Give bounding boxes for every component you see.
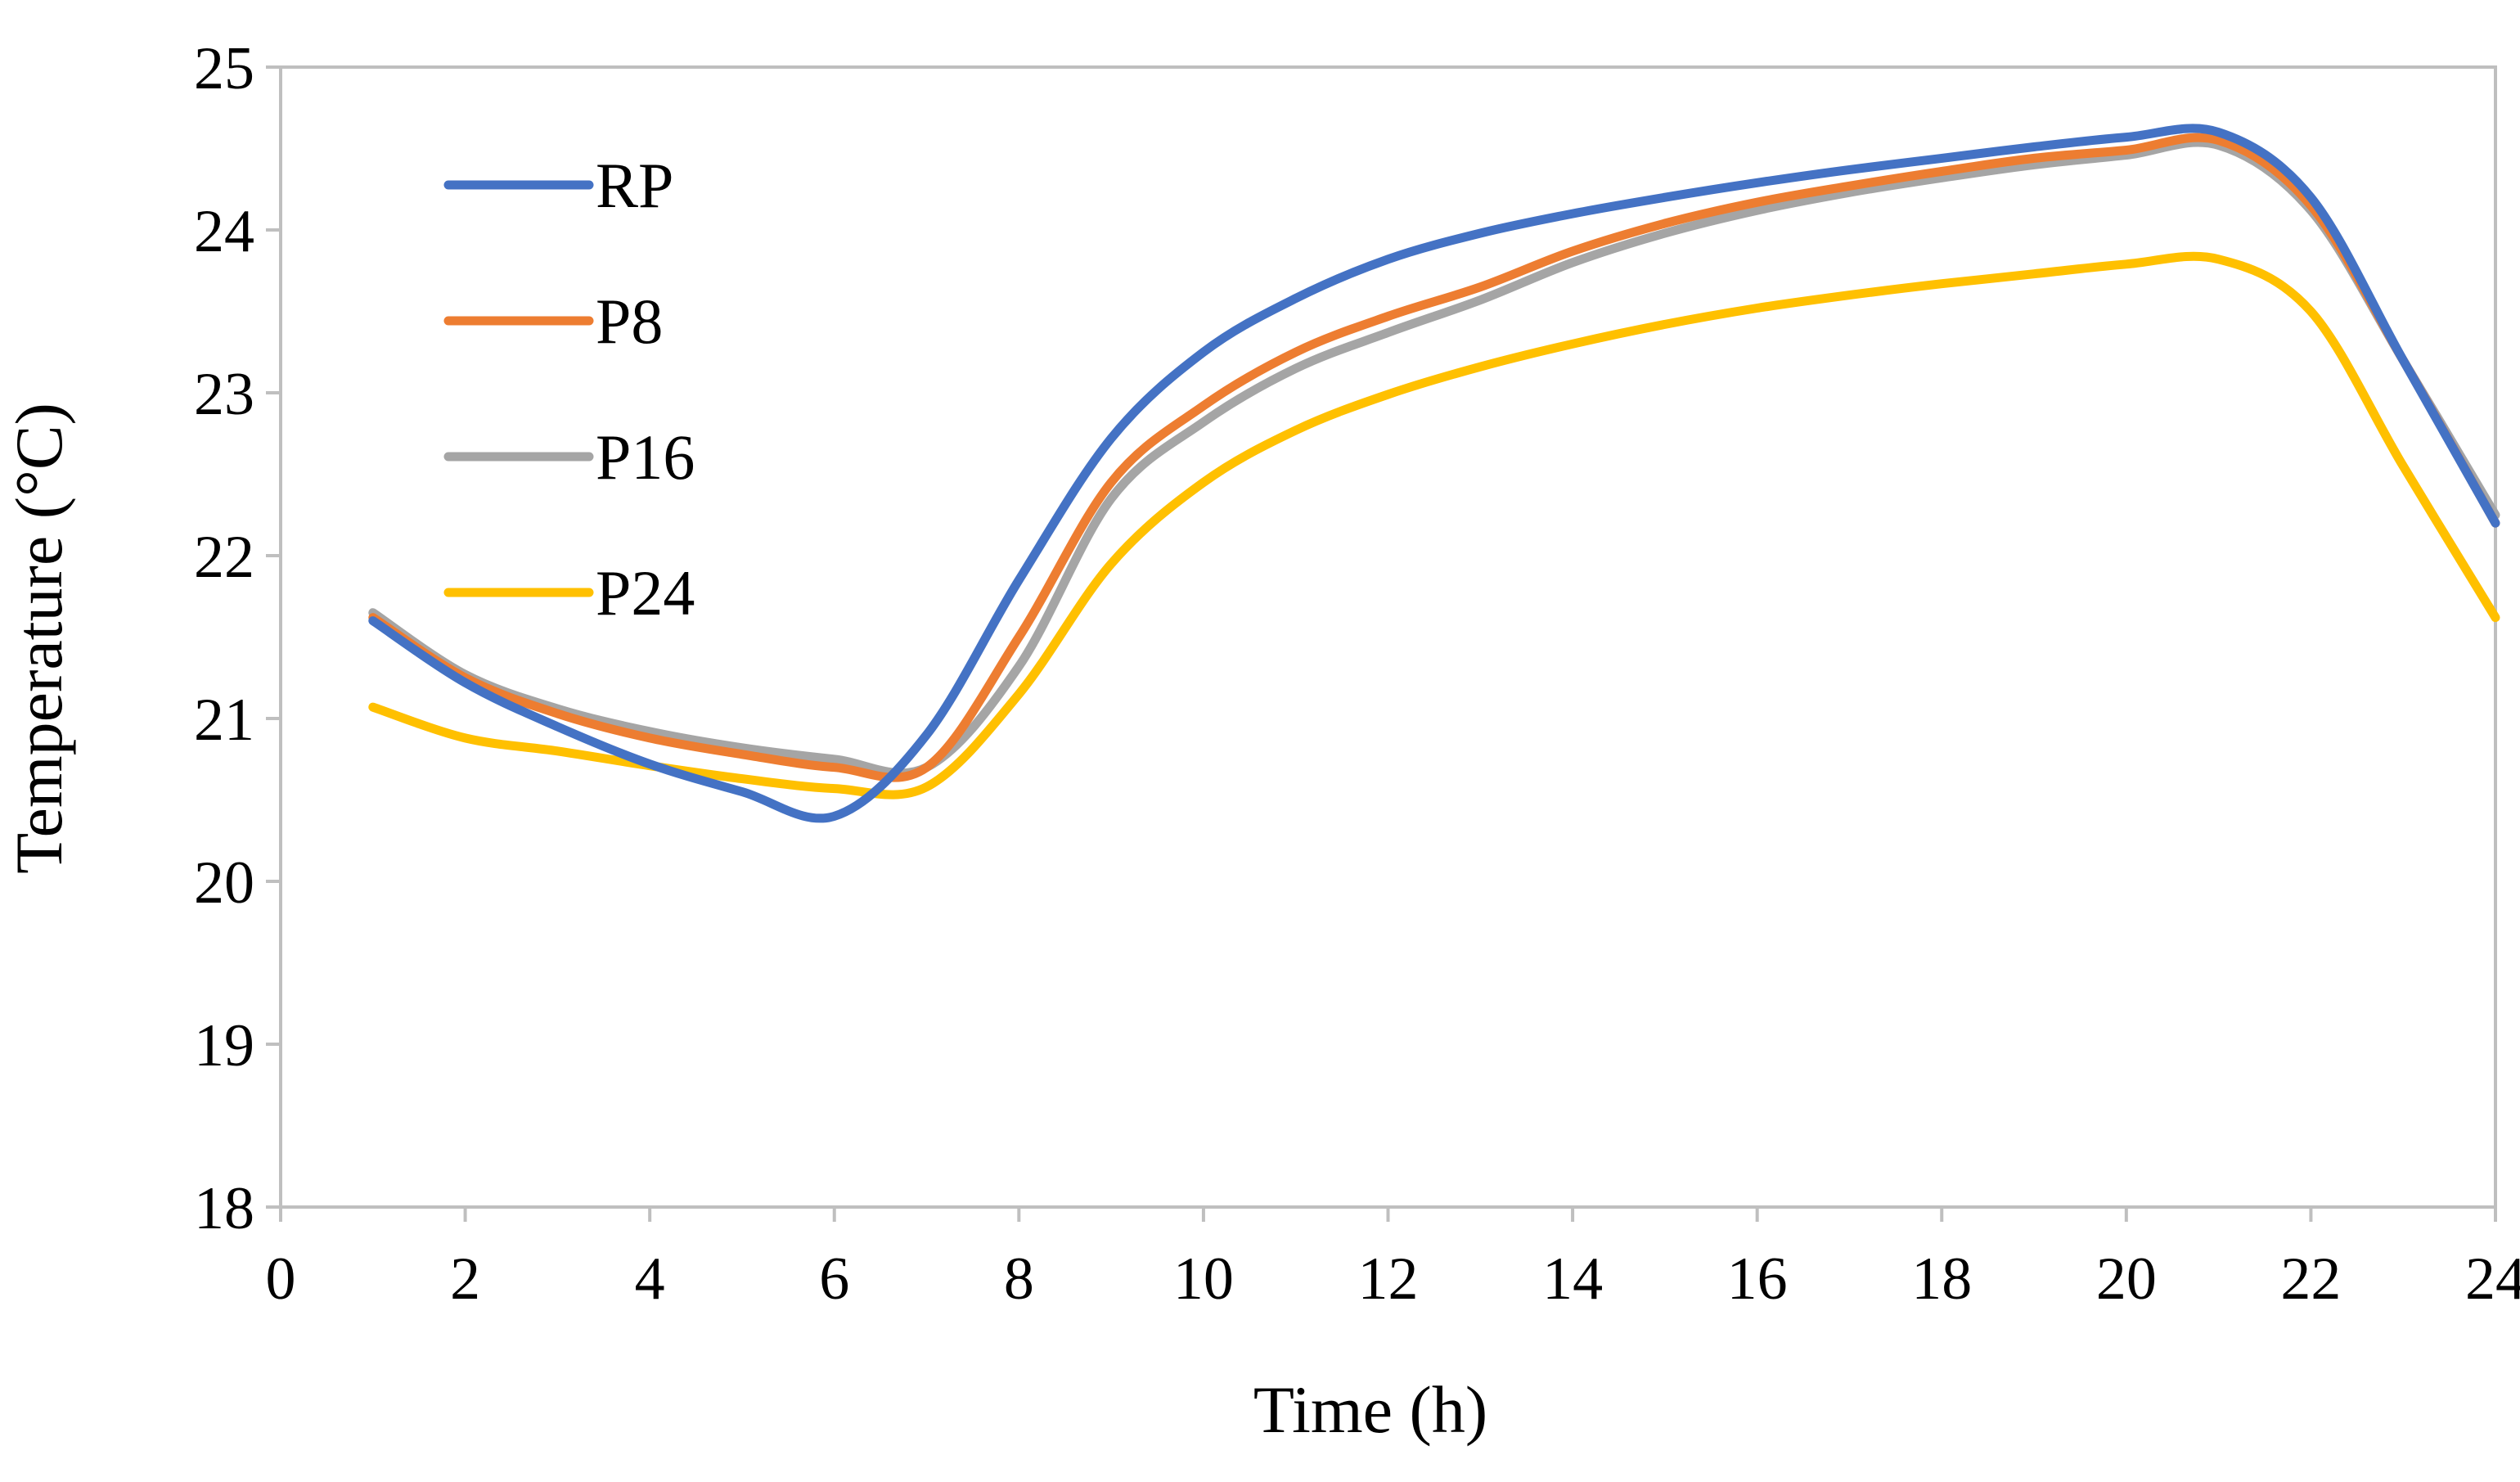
x-tick-label: 4 — [635, 1246, 665, 1313]
y-tick-label: 20 — [194, 849, 254, 917]
y-tick-label: 22 — [194, 524, 254, 591]
series-line-p24 — [368, 251, 2500, 800]
y-axis: 18 19 20 21 22 23 24 25 — [194, 35, 281, 1242]
x-axis: 0 2 4 6 8 10 12 14 16 18 20 22 24 — [266, 1207, 2520, 1313]
x-axis-label: Time (h) — [1253, 1372, 1487, 1447]
plot-border — [279, 65, 2497, 1209]
x-tick-label: 8 — [1004, 1246, 1034, 1313]
legend: RP P8 P16 P24 — [443, 150, 695, 628]
x-tick-label: 2 — [450, 1246, 480, 1313]
x-tick-label: 20 — [2096, 1246, 2157, 1313]
y-tick-label: 18 — [194, 1175, 254, 1242]
x-tick-label: 16 — [1727, 1246, 1788, 1313]
y-tick-label: 21 — [194, 687, 254, 754]
legend-label-p8: P8 — [596, 286, 663, 357]
series-line-rp — [368, 124, 2500, 823]
y-tick-label: 19 — [194, 1012, 254, 1079]
x-tick-label: 0 — [266, 1246, 296, 1313]
x-tick-label: 10 — [1173, 1246, 1234, 1313]
y-tick-label: 23 — [194, 361, 254, 428]
x-tick-label: 14 — [1542, 1246, 1603, 1313]
legend-label-p24: P24 — [596, 557, 695, 628]
x-tick-label: 22 — [2280, 1246, 2341, 1313]
x-tick-label: 12 — [1358, 1246, 1419, 1313]
series-line-p16 — [368, 137, 2500, 778]
legend-label-p16: P16 — [596, 421, 695, 493]
x-tick-label: 18 — [1911, 1246, 1972, 1313]
y-tick-label: 24 — [194, 198, 254, 265]
y-axis-label: Temperature (°C) — [2, 403, 76, 874]
series-line-p8 — [368, 133, 2500, 782]
series-lines — [368, 124, 2500, 823]
legend-label-rp: RP — [596, 150, 673, 221]
x-tick-label: 6 — [819, 1246, 849, 1313]
x-tick-label: 24 — [2465, 1246, 2520, 1313]
plot-area — [279, 65, 2497, 1209]
y-tick-label: 25 — [194, 35, 254, 102]
